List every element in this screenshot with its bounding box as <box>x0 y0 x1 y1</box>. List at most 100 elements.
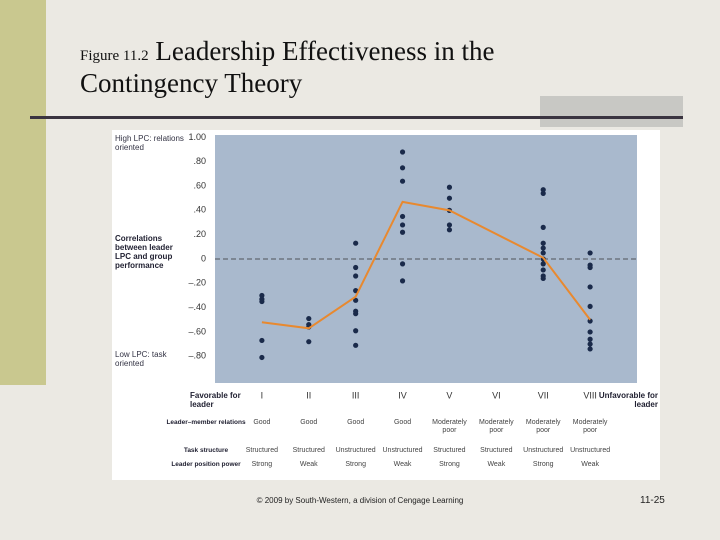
row-cell: Moderately poor <box>479 419 514 434</box>
data-point <box>540 245 546 251</box>
title: Figure 11.2 Leadership Effectiveness in … <box>80 36 494 67</box>
y-label-high: High LPC: relations oriented <box>115 134 184 152</box>
y-tick-label: –.40 <box>188 302 206 312</box>
x-tick-label: VI <box>492 390 501 400</box>
row-cell: Unstructured <box>570 447 611 454</box>
row-cell: Good <box>347 419 365 426</box>
row-label: Leader–member relations <box>166 419 246 426</box>
data-point <box>353 342 359 348</box>
data-point <box>399 149 406 155</box>
favorable-label: Favorable for leader <box>190 391 241 409</box>
row-cell: Structured <box>433 447 466 454</box>
data-point <box>587 284 593 290</box>
title-line: Leadership Effectiveness in the <box>155 36 495 66</box>
data-point <box>259 354 265 361</box>
data-point <box>540 187 546 193</box>
row-cell: Unstructured <box>335 447 376 454</box>
y-tick-label: –.80 <box>188 351 206 361</box>
row-cell: Good <box>393 419 412 426</box>
row-cell: Strong <box>532 461 554 468</box>
data-point <box>587 341 593 347</box>
y-tick-label: .80 <box>193 156 206 166</box>
data-point <box>587 336 593 342</box>
unfavorable-label: Unfavorable for leader <box>598 391 658 409</box>
x-tick-label: VIII <box>583 390 597 400</box>
page-number: 11-25 <box>640 495 665 506</box>
data-point <box>399 278 406 284</box>
data-point <box>446 227 453 233</box>
x-tick-label: IV <box>398 390 407 400</box>
row-cell: Moderately poor <box>525 419 561 434</box>
row-label: Leader position power <box>171 461 241 468</box>
x-tick-label: II <box>306 390 311 400</box>
data-point <box>587 346 593 352</box>
data-point <box>306 315 312 322</box>
data-point <box>446 222 453 228</box>
title-rule <box>30 116 683 119</box>
row-cell: Moderately poor <box>572 419 608 434</box>
y-tick-label: –.20 <box>188 278 206 288</box>
data-point <box>540 275 546 282</box>
data-point <box>353 297 359 303</box>
title-line: Contingency Theory <box>80 68 303 98</box>
x-tick-label: VII <box>538 390 549 400</box>
row-cell: Strong <box>439 461 460 468</box>
y-tick-label: .20 <box>193 229 206 239</box>
data-point <box>259 292 265 299</box>
data-point <box>587 329 593 335</box>
row-cell: Good <box>300 419 318 426</box>
data-point <box>540 250 546 256</box>
data-point <box>446 195 453 201</box>
side-bar <box>0 0 46 385</box>
data-point <box>353 264 359 271</box>
data-point <box>353 311 359 317</box>
row-cell: Weak <box>299 461 318 468</box>
data-point <box>587 264 593 271</box>
y-tick-label: –.60 <box>188 326 206 336</box>
data-point <box>306 339 312 345</box>
figure-label: Figure 11.2 <box>80 48 149 64</box>
data-point <box>540 190 546 196</box>
y-tick-label: .40 <box>193 205 206 215</box>
data-point <box>399 213 406 220</box>
y-tick-label: 1.00 <box>188 132 206 142</box>
row-cell: Unstructured <box>382 447 423 454</box>
credit: © 2009 by South-Western, a division of C… <box>256 496 464 505</box>
data-point <box>540 267 546 273</box>
series-line <box>261 200 591 330</box>
data-point <box>446 184 453 190</box>
x-tick-label: III <box>352 390 360 400</box>
data-point <box>540 261 546 267</box>
data-point <box>399 178 406 184</box>
row-cell: Weak <box>393 461 412 468</box>
data-point <box>587 303 593 310</box>
data-point <box>540 224 546 230</box>
x-tick-label: I <box>261 390 264 400</box>
row-label: Task structure <box>183 447 229 454</box>
data-point <box>353 328 359 334</box>
data-point <box>540 240 546 246</box>
data-point <box>259 298 265 305</box>
data-point <box>259 337 265 344</box>
data-point <box>399 165 406 171</box>
title-block <box>540 96 683 127</box>
row-cell: Unstructured <box>523 447 564 454</box>
y-tick-label: .60 <box>193 180 206 190</box>
data-point <box>587 250 593 256</box>
y-label-low: Low LPC: task oriented <box>115 350 167 368</box>
row-cell: Structured <box>480 447 513 454</box>
row-cell: Strong <box>345 461 366 468</box>
data-point <box>353 273 359 279</box>
row-cell: Structured <box>245 447 279 454</box>
row-cell: Structured <box>292 447 325 454</box>
data-point <box>399 261 406 267</box>
y-tick-label: 0 <box>201 253 206 263</box>
y-label: Correlations between leader LPC and grou… <box>115 234 173 270</box>
data-point <box>399 222 406 228</box>
row-cell: Weak <box>487 461 506 468</box>
row-cell: Good <box>253 419 271 426</box>
row-cell: Strong <box>251 461 273 468</box>
row-cell: Moderately poor <box>432 419 467 434</box>
